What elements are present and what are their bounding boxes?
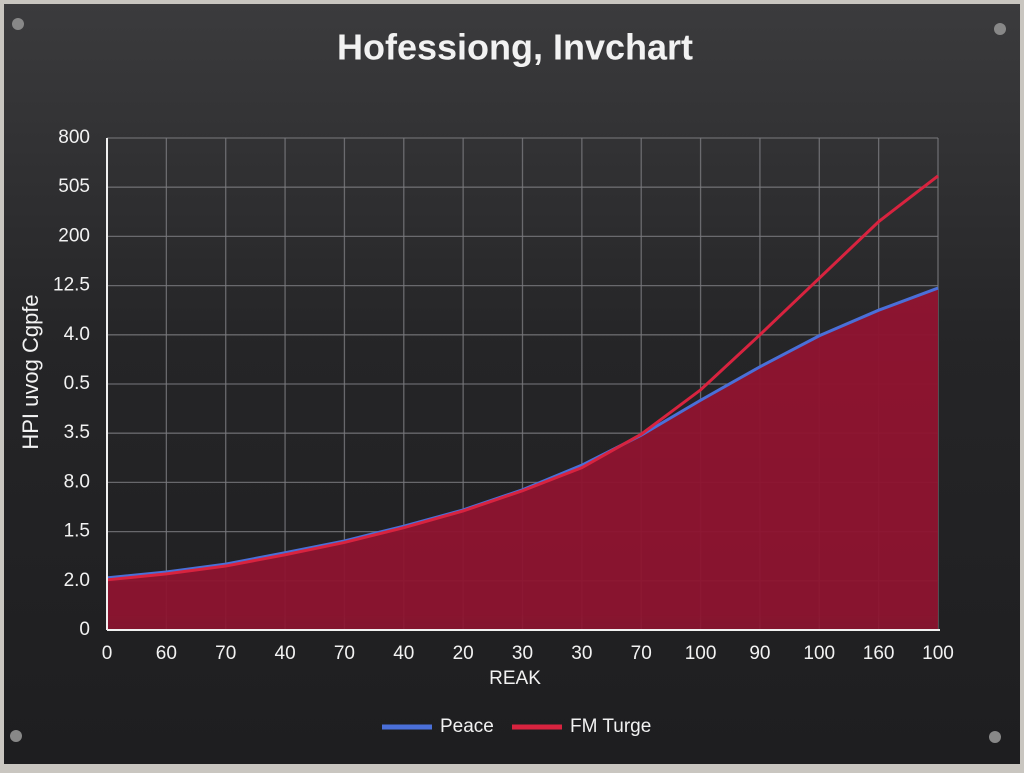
screw	[994, 23, 1006, 35]
y-tick-label: 0	[79, 619, 90, 640]
y-tick-label: 3.5	[64, 422, 90, 443]
y-tick-label: 800	[58, 127, 90, 148]
y-tick-label: 8.0	[64, 471, 90, 492]
x-axis-label: REAK	[489, 668, 541, 689]
area	[107, 288, 938, 630]
x-tick-label: 160	[863, 643, 895, 664]
chart-title: Hofessiong, Invchart	[337, 27, 693, 68]
y-tick-label: 0.5	[64, 373, 90, 394]
y-tick-label: 12.5	[53, 275, 90, 296]
y-axis-label: HPI uvog Cgpfe	[18, 294, 43, 449]
screw	[989, 731, 1001, 743]
x-tick-label: 40	[275, 643, 296, 664]
x-tick-label: 40	[393, 643, 414, 664]
x-tick-label: 0	[102, 643, 113, 664]
y-tick-label: 2.0	[64, 570, 90, 591]
x-tick-label: 30	[571, 643, 592, 664]
x-tick-label: 100	[922, 643, 954, 664]
screw	[10, 730, 22, 742]
line	[106, 174, 939, 582]
x-tick-label: 30	[512, 643, 533, 664]
x-tick-label: 100	[685, 643, 717, 664]
y-tick-label: 4.0	[64, 324, 90, 345]
x-tick-label: 70	[215, 643, 236, 664]
screw	[12, 18, 24, 30]
x-tick-label: 100	[803, 643, 835, 664]
x-tick-label: 70	[631, 643, 652, 664]
x-tick-label: 20	[453, 643, 474, 664]
y-tick-label: 200	[58, 225, 90, 246]
legend-label: Peace	[440, 716, 494, 737]
x-tick-label: 60	[156, 643, 177, 664]
y-tick-label: 1.5	[64, 521, 90, 542]
y-tick-label: 505	[58, 176, 90, 197]
legend-label: FM Turge	[570, 716, 651, 737]
x-tick-label: 90	[749, 643, 770, 664]
x-tick-label: 70	[334, 643, 355, 664]
